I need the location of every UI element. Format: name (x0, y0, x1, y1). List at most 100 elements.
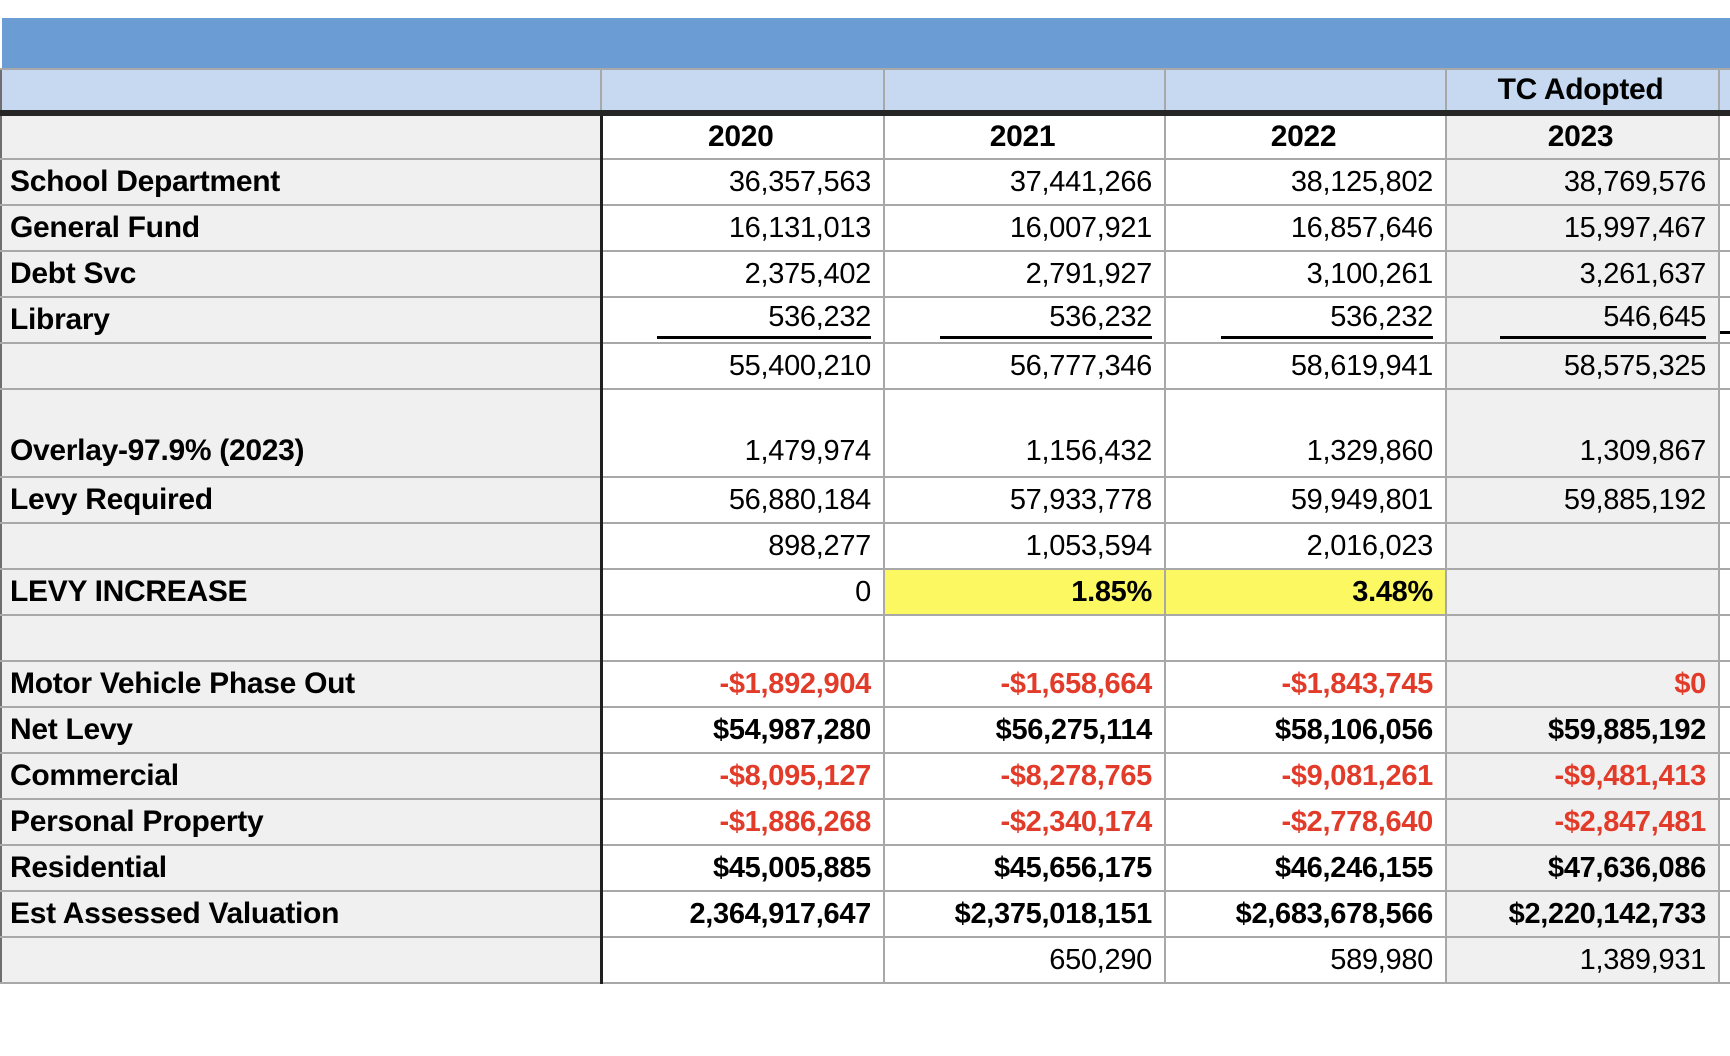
row-label-cell[interactable]: Library (0, 296, 603, 344)
value-cell[interactable]: -$1,843,745 (1164, 660, 1447, 708)
value-cell[interactable]: $2,683,678,566 (1164, 890, 1447, 938)
value-cell[interactable]: 1,329,860 (1164, 388, 1447, 478)
value-cell[interactable]: 59,949,801 (1164, 476, 1447, 524)
value-cell[interactable]: $56,275,114 (883, 706, 1166, 754)
row-label-cell[interactable]: General Fund (0, 204, 603, 252)
clipped-column-cell[interactable] (1718, 68, 1730, 116)
value-cell[interactable]: 3.48% (1164, 568, 1447, 616)
value-cell[interactable]: 55,400,210 (600, 342, 885, 390)
row-label-cell[interactable]: Personal Property (0, 798, 603, 846)
value-cell[interactable]: 1,309,867 (1445, 388, 1720, 478)
value-cell[interactable]: 38,125,802 (1164, 158, 1447, 206)
value-cell[interactable]: 57,933,778 (883, 476, 1166, 524)
value-cell[interactable]: 58,619,941 (1164, 342, 1447, 390)
value-cell[interactable]: $0 (1445, 660, 1720, 708)
corner-cell[interactable] (0, 112, 603, 160)
row-label-cell[interactable]: Debt Svc (0, 250, 603, 298)
value-cell[interactable]: -$2,778,640 (1164, 798, 1447, 846)
value-cell[interactable]: 1,479,974 (600, 388, 885, 478)
value-cell[interactable]: 536,232 (883, 296, 1166, 344)
value-cell[interactable]: -$8,278,765 (883, 752, 1166, 800)
value-cell[interactable]: -$1,886,268 (600, 798, 885, 846)
value-cell[interactable]: 3,261,637 (1445, 250, 1720, 298)
clipped-column-cell[interactable] (1718, 204, 1730, 252)
value-cell[interactable]: $59,885,192 (1445, 706, 1720, 754)
value-cell[interactable]: 650,290 (883, 936, 1166, 984)
year-header-cell[interactable]: 2022 (1164, 112, 1447, 160)
value-cell[interactable]: 3,100,261 (1164, 250, 1447, 298)
row-label-cell[interactable]: Est Assessed Valuation (0, 890, 603, 938)
value-cell[interactable]: -$1,658,664 (883, 660, 1166, 708)
clipped-column-cell[interactable] (1718, 522, 1730, 570)
value-cell[interactable] (1164, 614, 1447, 662)
value-cell[interactable]: 536,232 (1164, 296, 1447, 344)
value-cell[interactable]: 37,441,266 (883, 158, 1166, 206)
row-label-cell[interactable]: LEVY INCREASE (0, 568, 603, 616)
value-cell[interactable]: $45,005,885 (600, 844, 885, 892)
value-cell[interactable]: 2,364,917,647 (600, 890, 885, 938)
value-cell[interactable]: 2,791,927 (883, 250, 1166, 298)
value-cell[interactable]: -$9,081,261 (1164, 752, 1447, 800)
row-label-cell[interactable]: Levy Required (0, 476, 603, 524)
value-cell[interactable]: 56,777,346 (883, 342, 1166, 390)
value-cell[interactable]: 0 (600, 568, 885, 616)
value-cell[interactable]: 58,575,325 (1445, 342, 1720, 390)
year-header-cell[interactable]: 2021 (883, 112, 1166, 160)
value-cell[interactable]: $2,220,142,733 (1445, 890, 1720, 938)
value-cell[interactable]: 16,007,921 (883, 204, 1166, 252)
value-cell[interactable]: 2,016,023 (1164, 522, 1447, 570)
clipped-column-cell[interactable] (1718, 296, 1730, 344)
clipped-column-cell[interactable] (1718, 844, 1730, 892)
row-label-cell[interactable] (0, 342, 603, 390)
row-label-cell[interactable]: School Department (0, 158, 603, 206)
value-cell[interactable]: 16,857,646 (1164, 204, 1447, 252)
clipped-column-cell[interactable] (1718, 752, 1730, 800)
value-cell[interactable]: -$1,892,904 (600, 660, 885, 708)
clipped-column-cell[interactable] (1718, 250, 1730, 298)
value-cell[interactable]: -$2,847,481 (1445, 798, 1720, 846)
value-cell[interactable]: -$2,340,174 (883, 798, 1166, 846)
value-cell[interactable]: -$9,481,413 (1445, 752, 1720, 800)
row-label-cell[interactable] (0, 936, 603, 984)
clipped-column-cell[interactable] (1718, 158, 1730, 206)
row-label-cell[interactable]: Commercial (0, 752, 603, 800)
clipped-column-cell[interactable] (1718, 112, 1730, 160)
year-header-cell[interactable]: 2023 (1445, 112, 1720, 160)
value-cell[interactable]: 1,389,931 (1445, 936, 1720, 984)
tc-adopted-header[interactable]: TC Adopted (1445, 68, 1720, 116)
value-cell[interactable]: 16,131,013 (600, 204, 885, 252)
row-label-cell[interactable]: Motor Vehicle Phase Out (0, 660, 603, 708)
value-cell[interactable]: $45,656,175 (883, 844, 1166, 892)
value-cell[interactable]: 59,885,192 (1445, 476, 1720, 524)
row-label-cell[interactable]: Overlay-97.9% (2023) (0, 388, 603, 478)
clipped-column-cell[interactable] (1718, 798, 1730, 846)
value-cell[interactable]: 38,769,576 (1445, 158, 1720, 206)
clipped-column-cell[interactable] (1718, 342, 1730, 390)
value-cell[interactable]: 15,997,467 (1445, 204, 1720, 252)
value-cell[interactable]: 1.85% (883, 568, 1166, 616)
value-cell[interactable]: 536,232 (600, 296, 885, 344)
clipped-column-cell[interactable] (1718, 660, 1730, 708)
value-cell[interactable] (600, 614, 885, 662)
value-cell[interactable] (1445, 614, 1720, 662)
value-cell[interactable] (600, 936, 885, 984)
clipped-column-cell[interactable] (1718, 568, 1730, 616)
band-corner-cell[interactable] (0, 68, 602, 116)
band-cell[interactable] (1164, 68, 1447, 116)
band-cell[interactable] (600, 68, 885, 116)
value-cell[interactable]: 1,156,432 (883, 388, 1166, 478)
clipped-column-cell[interactable] (1718, 388, 1730, 478)
row-label-cell[interactable] (0, 614, 603, 662)
value-cell[interactable]: 36,357,563 (600, 158, 885, 206)
value-cell[interactable]: 2,375,402 (600, 250, 885, 298)
clipped-column-cell[interactable] (1718, 936, 1730, 984)
value-cell[interactable] (1445, 522, 1720, 570)
value-cell[interactable]: $54,987,280 (600, 706, 885, 754)
value-cell[interactable]: 1,053,594 (883, 522, 1166, 570)
value-cell[interactable]: 546,645 (1445, 296, 1720, 344)
value-cell[interactable]: $47,636,086 (1445, 844, 1720, 892)
value-cell[interactable]: 589,980 (1164, 936, 1447, 984)
value-cell[interactable]: 56,880,184 (600, 476, 885, 524)
value-cell[interactable] (1445, 568, 1720, 616)
value-cell[interactable]: 898,277 (600, 522, 885, 570)
